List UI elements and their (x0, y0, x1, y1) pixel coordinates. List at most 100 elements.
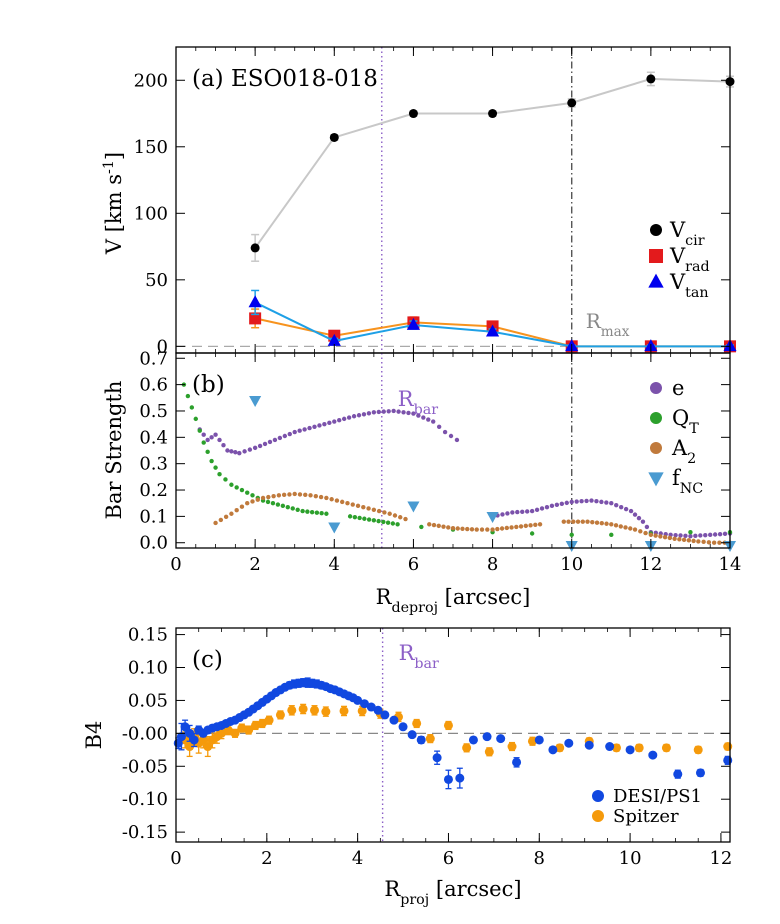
point-a2 (239, 504, 245, 509)
point-a2 (658, 534, 663, 539)
point-qt (185, 393, 191, 399)
point-e (564, 500, 569, 506)
point-e (302, 427, 307, 432)
point-a2 (632, 527, 638, 532)
y-axis-label: V [km s-1] (101, 152, 126, 255)
point-e (708, 532, 713, 538)
panel-title: (b) (192, 372, 225, 398)
point-e (618, 504, 624, 510)
y-tick-label-part: 0.10 (128, 658, 168, 679)
legend-label-qt-part: T (689, 421, 699, 437)
y-tick-label-part: 0.4 (139, 427, 168, 448)
panel-a-velocity: 0 50 100 150 200 (a) ESO018-018 V [km s-1] Rmax… (101, 46, 737, 357)
point-e (237, 450, 242, 456)
point-desi (443, 774, 453, 784)
point-qt (300, 508, 305, 514)
point-vcir (567, 98, 577, 108)
point-a2 (599, 521, 604, 526)
point-e (505, 511, 510, 516)
point-qt (285, 504, 290, 510)
point-spitzer (357, 706, 367, 716)
y-tick-label-part: -0.15 (122, 822, 168, 843)
legend-marker-spitzer (592, 810, 604, 822)
point-qt (371, 518, 377, 523)
point-qt (270, 501, 276, 506)
point-qt (305, 509, 310, 514)
legend-label-a2-part: A (671, 436, 688, 460)
point-e (416, 413, 421, 418)
legend-label-vtan-part: tan (685, 285, 708, 301)
point-a2 (431, 522, 437, 528)
point-a2 (701, 539, 706, 545)
point-e (297, 428, 302, 433)
point-a2 (662, 534, 668, 540)
point-qt (275, 502, 281, 507)
point-a2 (382, 510, 387, 515)
point-qt (189, 405, 195, 410)
point-qt (205, 449, 210, 455)
point-desi (534, 735, 544, 745)
y-tick-label-part: 200 (134, 70, 168, 91)
point-a2 (297, 492, 303, 497)
plot-frame (175, 352, 731, 549)
point-qt (209, 458, 214, 464)
point-spitzer (216, 728, 226, 738)
x-tick-label-part: 10 (560, 554, 583, 575)
point-desi (380, 710, 390, 720)
point-a2 (392, 513, 398, 518)
point-spitzer (412, 718, 422, 728)
x-axis-label: Rproj [arcsec] (384, 877, 521, 908)
point-a2 (303, 492, 308, 498)
point-e (391, 408, 396, 414)
point-spitzer (693, 745, 703, 755)
point-a2 (266, 494, 271, 500)
y-tick-label: 0.0 (139, 533, 168, 554)
point-e (524, 509, 530, 514)
x-tick-label: 4 (329, 554, 340, 575)
point-e (213, 432, 218, 437)
legend-marker-qt (650, 412, 662, 424)
x-tick-label: 8 (534, 848, 545, 869)
legend-label-a2-part: 2 (687, 451, 696, 467)
point-desi (584, 740, 594, 750)
legend-label-e: e (672, 376, 684, 400)
y-tick-label-part: 0.1 (139, 506, 168, 527)
point-desi (625, 745, 635, 755)
point-e (421, 415, 426, 420)
point-spitzer (287, 705, 297, 715)
point-e (717, 531, 723, 537)
point-e (201, 432, 206, 437)
x-tick-label: 4 (352, 848, 363, 869)
point-e (376, 409, 382, 415)
point-e (442, 429, 448, 435)
point-a2 (223, 514, 229, 520)
y-tick-label-part: 0.2 (139, 480, 168, 501)
point-a2 (398, 515, 403, 520)
point-a2 (711, 540, 717, 545)
point-e (366, 411, 372, 416)
x-tick-label: 14 (719, 554, 742, 575)
point-e (411, 411, 416, 416)
point-a2 (350, 502, 355, 507)
legend-label-vcir-part: V (669, 218, 686, 242)
y-tick-label: 0.6 (139, 375, 168, 396)
point-desi (496, 734, 506, 744)
point-desi (180, 722, 190, 732)
point-e (233, 450, 238, 455)
legend-label-qt: QT (672, 406, 699, 437)
point-qt (223, 477, 228, 482)
point-desi (648, 750, 658, 760)
x-axis-label-part: proj (400, 892, 429, 908)
y-tick-label: 200 (134, 70, 168, 91)
point-e (539, 506, 545, 511)
point-desi (468, 735, 478, 745)
point-desi (176, 732, 186, 742)
x-tick-label: 12 (709, 848, 732, 869)
x-tick-label-part: 6 (408, 554, 419, 575)
point-e (520, 509, 525, 514)
legend-label-fnc: fNC (672, 466, 703, 497)
point-spitzer (443, 720, 453, 730)
rbar-label-part: R (399, 641, 416, 665)
point-qt (290, 506, 295, 511)
x-tick-label: 0 (170, 848, 181, 869)
